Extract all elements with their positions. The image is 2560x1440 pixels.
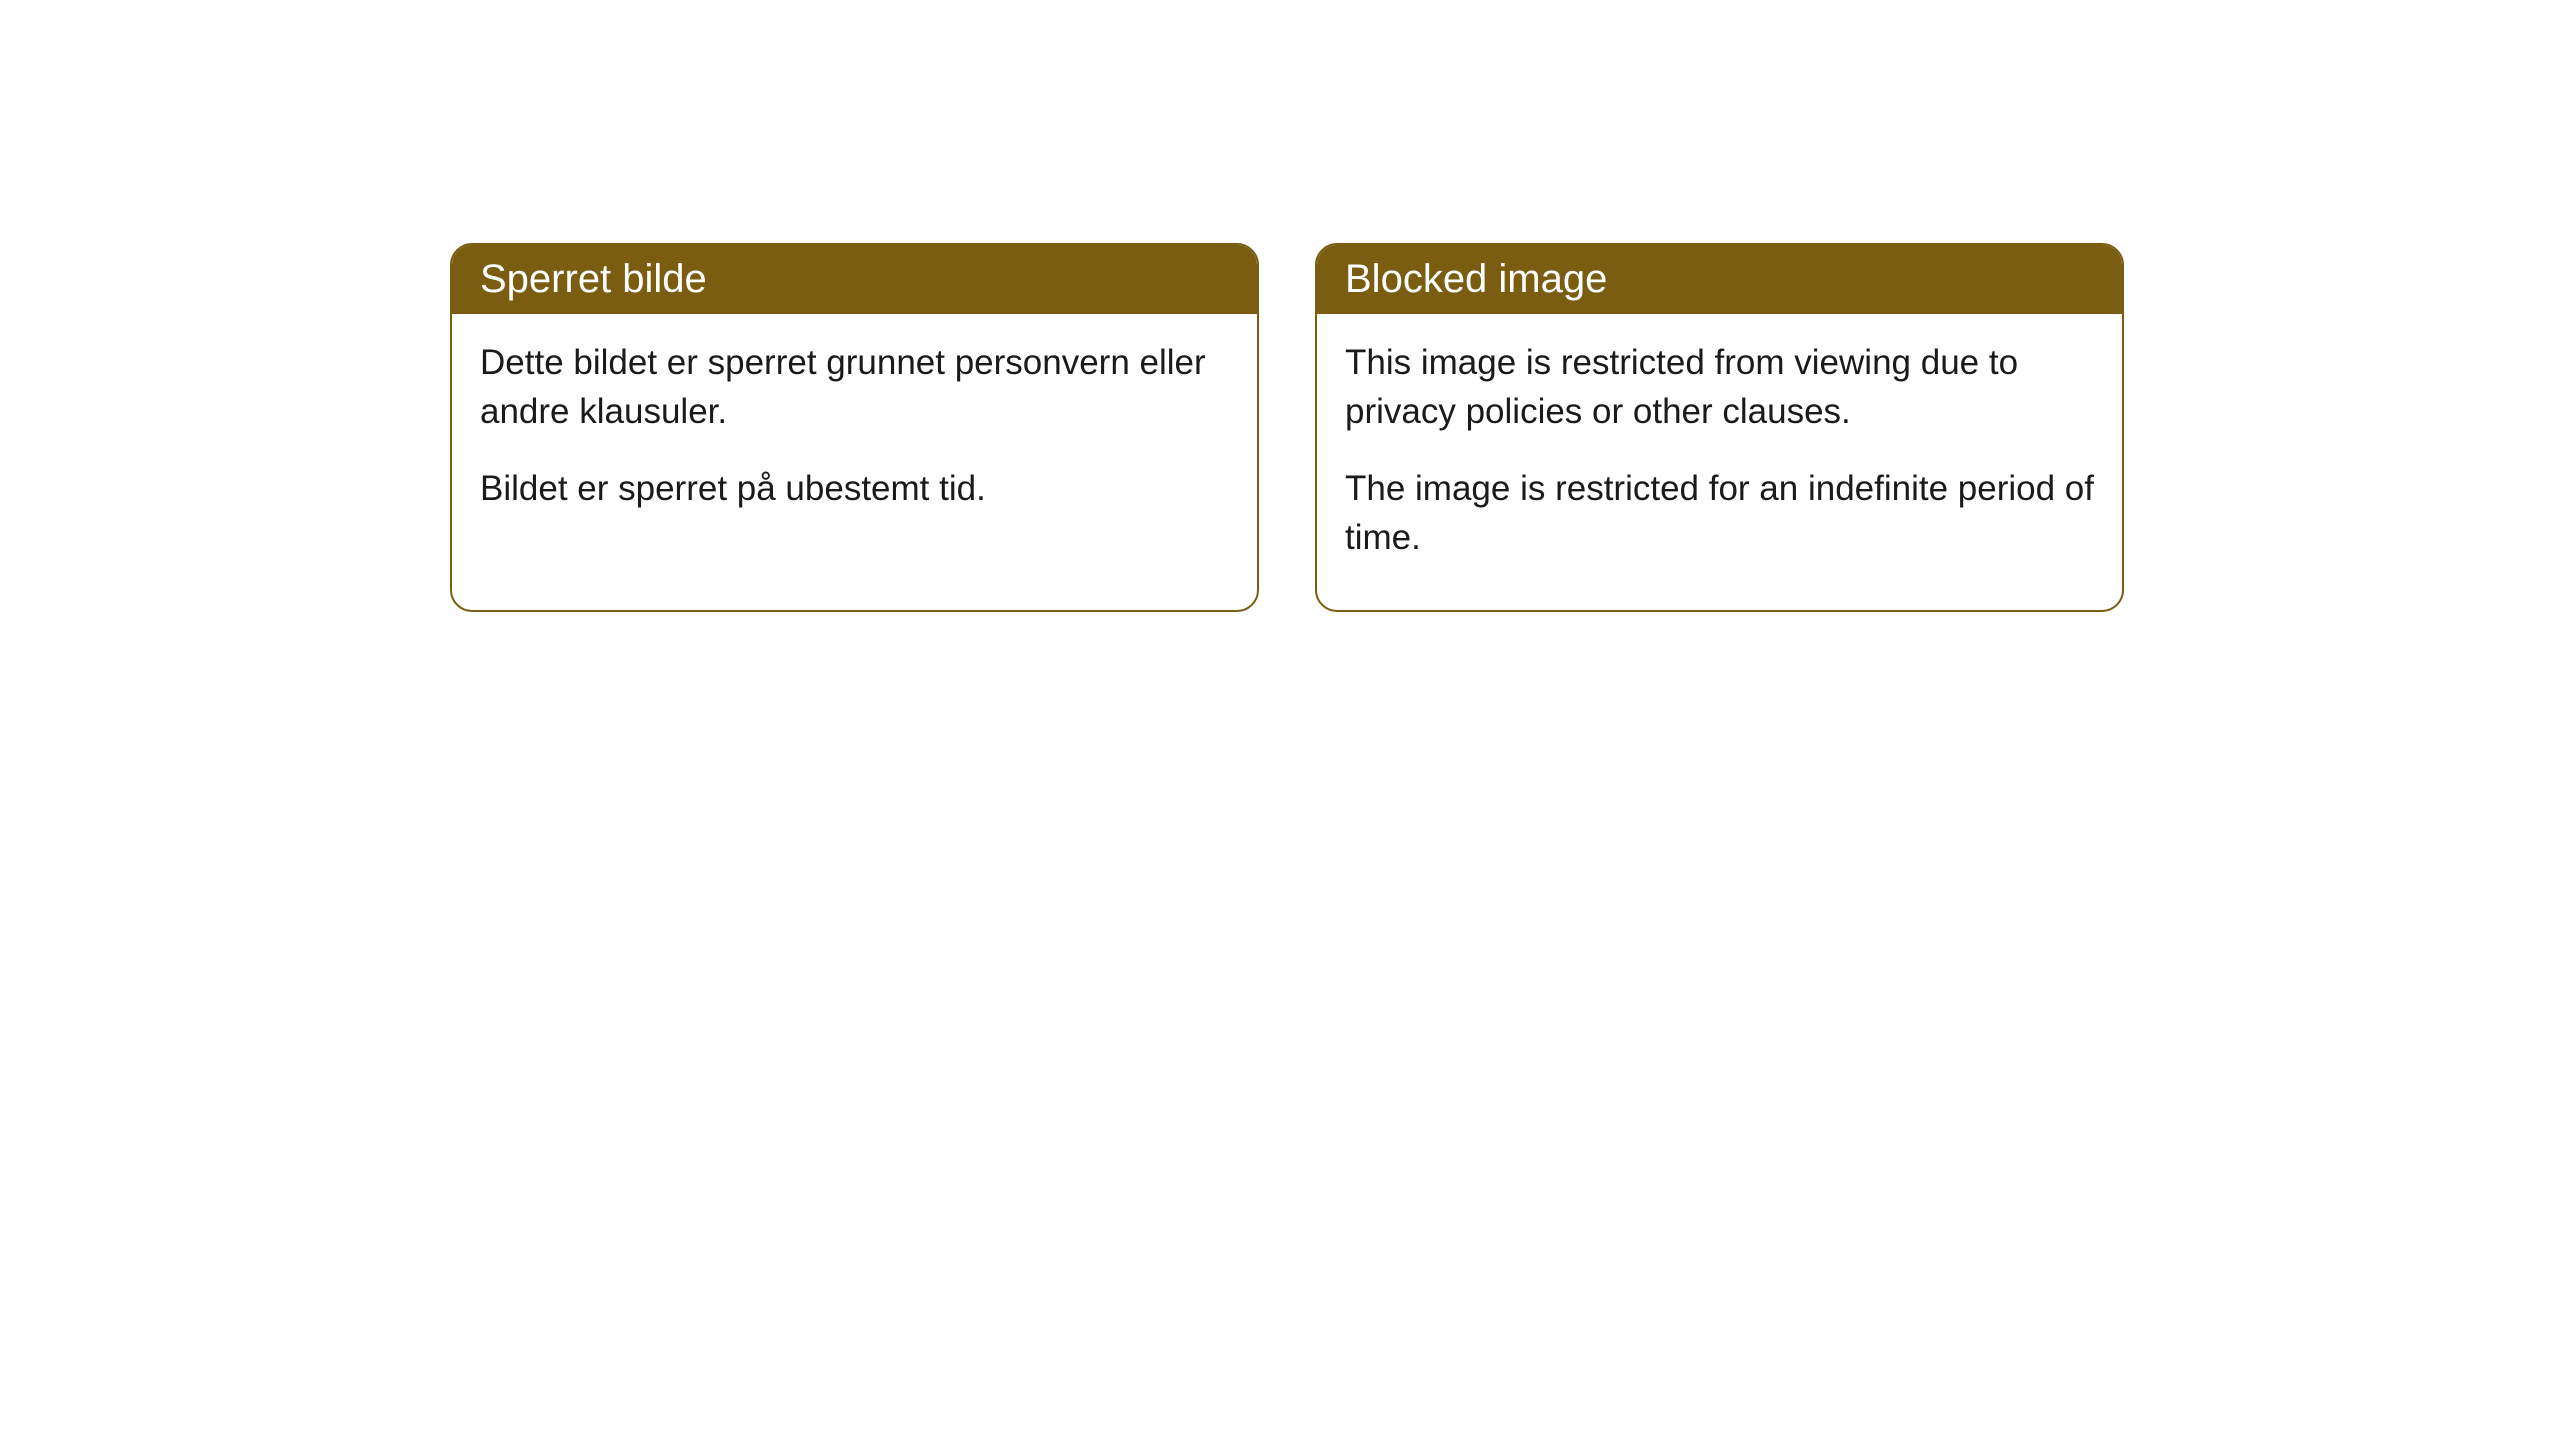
card-body: This image is restricted from viewing du… [1317, 314, 2122, 610]
card-paragraph-2: Bildet er sperret på ubestemt tid. [480, 464, 1229, 513]
card-body: Dette bildet er sperret grunnet personve… [452, 314, 1257, 561]
card-paragraph-2: The image is restricted for an indefinit… [1345, 464, 2094, 562]
card-header: Blocked image [1317, 245, 2122, 314]
blocked-image-card-norwegian: Sperret bilde Dette bildet er sperret gr… [450, 243, 1259, 612]
card-paragraph-1: This image is restricted from viewing du… [1345, 338, 2094, 436]
card-paragraph-1: Dette bildet er sperret grunnet personve… [480, 338, 1229, 436]
card-title: Blocked image [1345, 257, 1607, 301]
notice-cards-container: Sperret bilde Dette bildet er sperret gr… [0, 0, 2560, 612]
blocked-image-card-english: Blocked image This image is restricted f… [1315, 243, 2124, 612]
card-title: Sperret bilde [480, 257, 707, 301]
card-header: Sperret bilde [452, 245, 1257, 314]
